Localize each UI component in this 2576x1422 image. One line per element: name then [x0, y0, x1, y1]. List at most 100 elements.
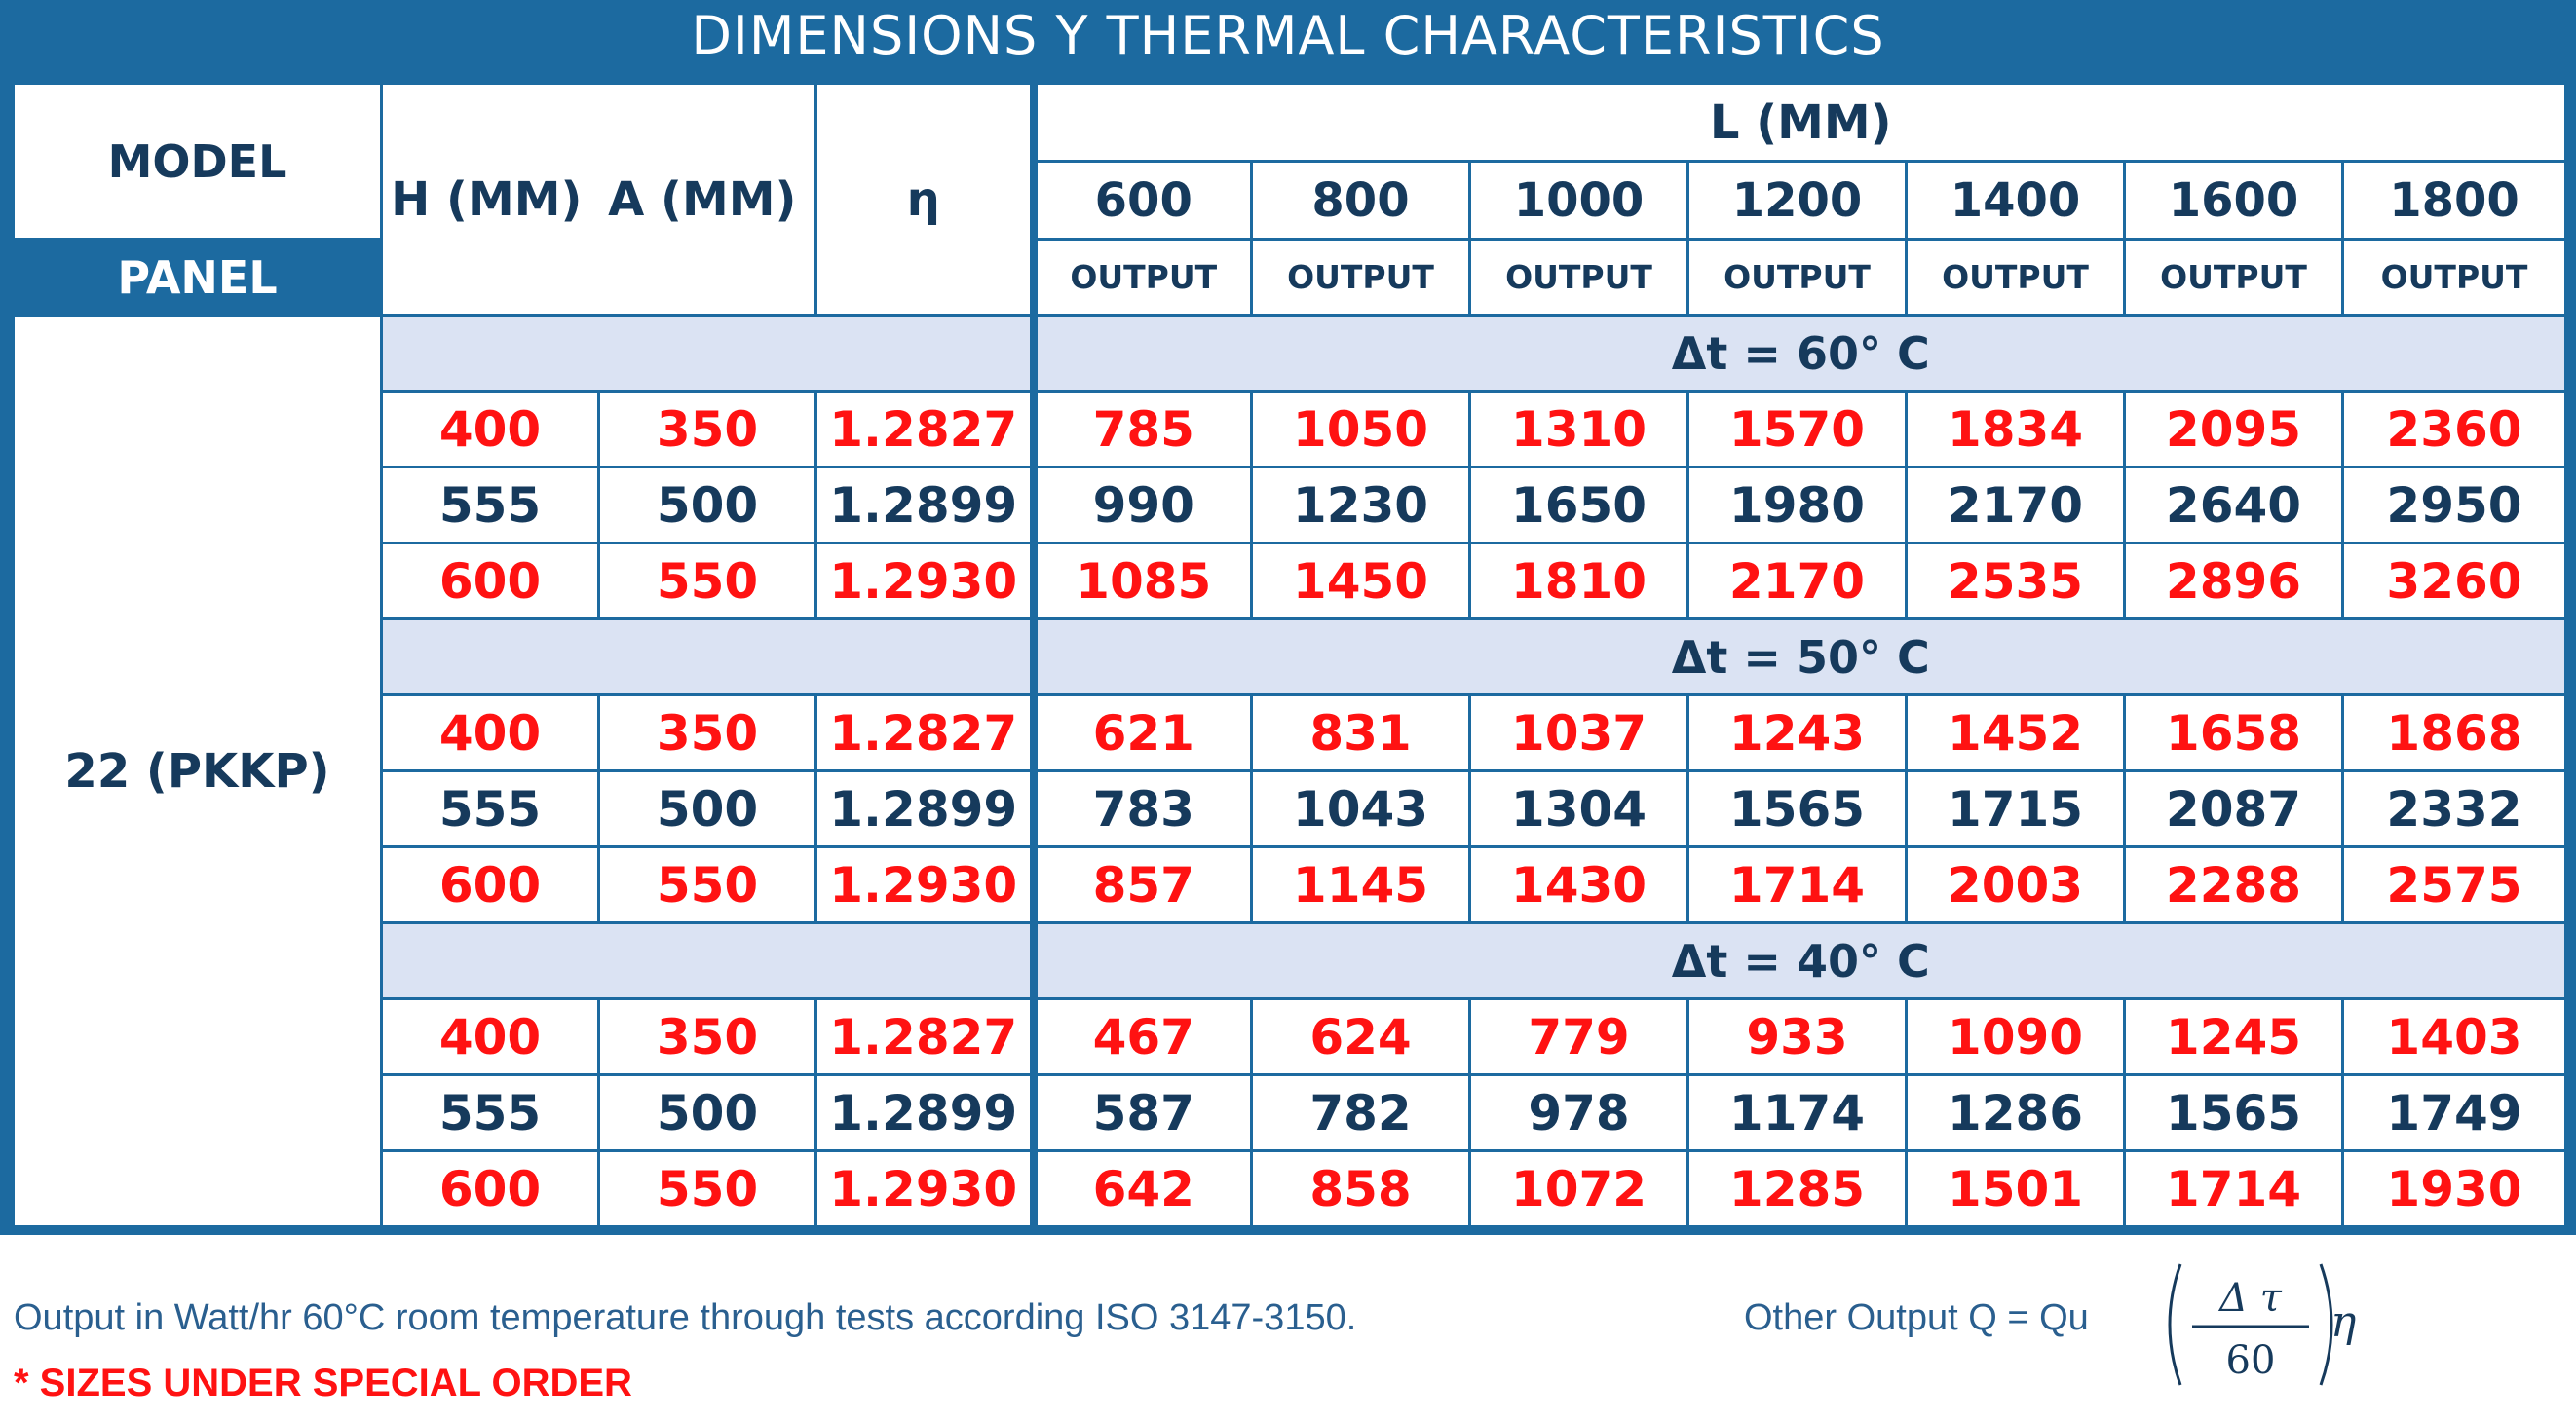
- output-value: 990: [1029, 466, 1253, 544]
- output-value: 1037: [1468, 693, 1689, 772]
- output-value: 1714: [2123, 1149, 2344, 1228]
- h-value: 400: [380, 997, 600, 1076]
- eta-value: 1.2930: [814, 1149, 1035, 1228]
- model-header: MODEL: [12, 82, 383, 241]
- output-value: 2087: [2123, 769, 2344, 848]
- a-value: 550: [597, 1149, 817, 1228]
- table-row: 400 350 1.2827 785 1050 1310 1570 1834 2095 2360: [14, 390, 2568, 468]
- table-row: 600 550 1.2930 857 1145 1430 1714 2003 2288 2575: [14, 845, 2568, 924]
- eta-value: 1.2930: [814, 845, 1035, 924]
- output-value: 858: [1250, 1149, 1471, 1228]
- output-value: 1072: [1468, 1149, 1689, 1228]
- h-value: 600: [380, 542, 600, 620]
- eta-value: 1.2899: [814, 466, 1035, 544]
- h-value: 400: [380, 390, 600, 468]
- panel-header: PANEL: [12, 238, 383, 317]
- length-header-600: 600: [1029, 160, 1253, 241]
- length-header-1600: 1600: [2123, 160, 2344, 241]
- output-value: 3260: [2340, 542, 2568, 620]
- output-value: 1810: [1468, 542, 1689, 620]
- page-title: DIMENSIONS Y THERMAL CHARACTERISTICS: [691, 5, 1885, 66]
- delta-t-label: Δt = 50° C: [1029, 617, 2568, 696]
- formula-label: Other Output Q = Qu: [1744, 1297, 2089, 1338]
- output-value: 1310: [1468, 390, 1689, 468]
- output-value: 1174: [1686, 1073, 1908, 1152]
- a-value: 500: [597, 466, 817, 544]
- h-value: 600: [380, 845, 600, 924]
- output-value: 1868: [2340, 693, 2568, 772]
- output-value: 1430: [1468, 845, 1689, 924]
- output-value: 2360: [2340, 390, 2568, 468]
- table-row: 555 500 1.2899 990 1230 1650 1980 2170 2640 2950: [14, 466, 2568, 544]
- output-value: 1050: [1250, 390, 1471, 468]
- output-value: 467: [1029, 997, 1253, 1076]
- output-value: 1834: [1905, 390, 2126, 468]
- output-value: 1304: [1468, 769, 1689, 848]
- length-header-1800: 1800: [2340, 160, 2568, 241]
- output-value: 1245: [2123, 997, 2344, 1076]
- output-value: 933: [1686, 997, 1908, 1076]
- length-header-800: 800: [1250, 160, 1471, 241]
- h-a-header: H (MM) A (MM): [380, 82, 817, 317]
- output-value: 1403: [2340, 997, 2568, 1076]
- output-value: 1285: [1686, 1149, 1908, 1228]
- a-value: 550: [597, 542, 817, 620]
- delta-t-label: Δt = 40° C: [1029, 921, 2568, 1000]
- a-value: 350: [597, 997, 817, 1076]
- output-value: 1714: [1686, 845, 1908, 924]
- delta-band-spacer: [380, 617, 1035, 696]
- output-value: 1565: [1686, 769, 1908, 848]
- table-row: 600 550 1.2930 1085 1450 1810 2170 2535 2896 3260: [14, 542, 2568, 620]
- output-header: OUTPUT: [1686, 238, 1908, 317]
- formula-eta: η: [2330, 1297, 2356, 1347]
- output-value: 1452: [1905, 693, 2126, 772]
- output-value: 587: [1029, 1073, 1253, 1152]
- formula-numerator: Δ τ: [2217, 1276, 2283, 1321]
- eta-value: 1.2827: [814, 997, 1035, 1076]
- output-header: OUTPUT: [1905, 238, 2126, 317]
- table-row: 555 500 1.2899 783 1043 1304 1565 1715 2087 2332: [14, 769, 2568, 848]
- output-value: 1501: [1905, 1149, 2126, 1228]
- table-row: 400 350 1.2827 467 624 779 933 1090 1245 1403: [14, 997, 2568, 1076]
- h-value: 555: [380, 466, 600, 544]
- output-value: 1715: [1905, 769, 2126, 848]
- a-value: 500: [597, 769, 817, 848]
- eta-value: 1.2827: [814, 693, 1035, 772]
- output-value: 1749: [2340, 1073, 2568, 1152]
- eta-value: 1.2827: [814, 390, 1035, 468]
- output-value: 1570: [1686, 390, 1908, 468]
- output-value: 783: [1029, 769, 1253, 848]
- right-paren-icon: [2319, 1263, 2333, 1386]
- output-value: 779: [1468, 997, 1689, 1076]
- output-value: 785: [1029, 390, 1253, 468]
- panel-model-name: 22 (PKKP): [12, 314, 383, 1228]
- formula-denominator: 60: [2226, 1338, 2276, 1383]
- a-value: 350: [597, 693, 817, 772]
- eta-value: 1.2930: [814, 542, 1035, 620]
- output-header: OUTPUT: [2340, 238, 2568, 317]
- delta-t-label: Δt = 60° C: [1029, 314, 2568, 393]
- output-value: 2896: [2123, 542, 2344, 620]
- output-value: 2288: [2123, 845, 2344, 924]
- output-value: 2170: [1905, 466, 2126, 544]
- eta-header: η: [814, 82, 1035, 317]
- thermal-table: MODEL H (MM) A (MM) η L (MM) 600 800 1000 12…: [12, 82, 2568, 1228]
- delta-band-spacer: [380, 921, 1035, 1000]
- output-value: 1658: [2123, 693, 2344, 772]
- delta-band-spacer: [380, 314, 1035, 393]
- h-value: 400: [380, 693, 600, 772]
- output-header: OUTPUT: [2123, 238, 2344, 317]
- table-row: 600 550 1.2930 642 858 1072 1285 1501 1714 1930: [14, 1149, 2568, 1228]
- h-value: 555: [380, 1073, 600, 1152]
- formula-fraction: Δ τ 60 η: [2168, 1263, 2356, 1386]
- output-value: 1085: [1029, 542, 1253, 620]
- output-header: OUTPUT: [1468, 238, 1689, 317]
- output-value: 2950: [2340, 466, 2568, 544]
- output-value: 978: [1468, 1073, 1689, 1152]
- output-value: 1450: [1250, 542, 1471, 620]
- a-value: 500: [597, 1073, 817, 1152]
- a-value: 350: [597, 390, 817, 468]
- output-value: 1043: [1250, 769, 1471, 848]
- output-value: 2170: [1686, 542, 1908, 620]
- output-value: 1565: [2123, 1073, 2344, 1152]
